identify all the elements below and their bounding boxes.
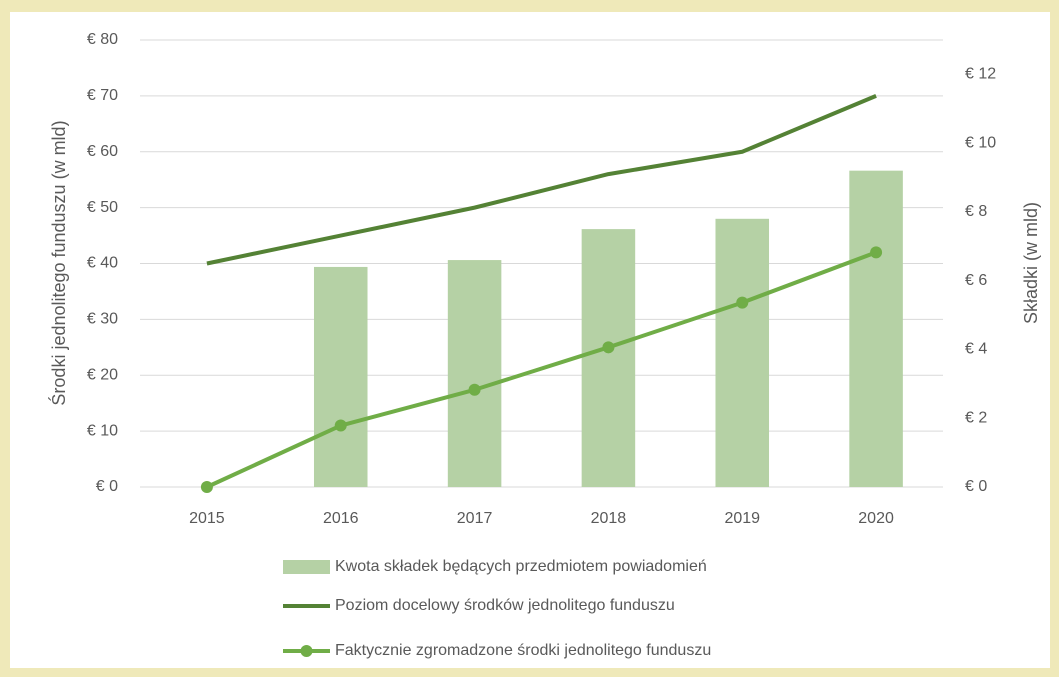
y2-tick-label: € 6 <box>965 272 987 289</box>
y2-tick-label: € 2 <box>965 409 987 426</box>
y-tick-label: € 0 <box>96 478 118 495</box>
y-tick-label: € 20 <box>87 366 118 383</box>
y2-axis-label: Składki (w mld) <box>1021 202 1041 324</box>
y2-tick-label: € 4 <box>965 341 987 358</box>
legend-label: Faktycznie zgromadzone środki jednoliteg… <box>335 642 711 659</box>
line-marker <box>334 419 347 432</box>
bar <box>581 229 636 487</box>
line-marker <box>602 341 615 354</box>
line-marker <box>200 481 213 493</box>
y2-tick-label: € 0 <box>965 478 987 495</box>
y2-tick-label: € 8 <box>965 203 987 220</box>
y-tick-label: € 40 <box>87 255 118 272</box>
y-axis-label: Środki jednolitego funduszu (w mld) <box>48 120 69 405</box>
y-tick-label: € 60 <box>87 143 118 160</box>
line-marker <box>870 246 883 259</box>
x-tick-label: 2016 <box>323 510 359 527</box>
legend-label: Kwota składek będących przedmiotem powia… <box>335 558 707 575</box>
legend-marker <box>300 645 313 657</box>
x-tick-label: 2020 <box>858 510 894 527</box>
legend-label: Poziom docelowy środków jednolitego fund… <box>335 597 675 614</box>
y2-tick-label: € 10 <box>965 134 996 151</box>
bar <box>313 266 368 487</box>
y-tick-label: € 10 <box>87 422 118 439</box>
x-tick-label: 2015 <box>189 510 225 527</box>
line <box>206 94 877 266</box>
line-marker <box>736 296 749 309</box>
bar <box>447 260 502 487</box>
x-tick-label: 2018 <box>591 510 627 527</box>
x-tick-label: 2017 <box>457 510 493 527</box>
y2-tick-label: € 12 <box>965 66 996 83</box>
y-tick-label: € 50 <box>87 199 118 216</box>
y-tick-label: € 80 <box>87 31 118 48</box>
bar <box>715 218 770 488</box>
legend-swatch <box>283 560 330 574</box>
line <box>206 250 877 489</box>
y-tick-label: € 70 <box>87 87 118 104</box>
line-marker <box>468 383 481 396</box>
y-tick-label: € 30 <box>87 311 118 328</box>
x-tick-label: 2019 <box>724 510 760 527</box>
bar <box>849 170 903 487</box>
